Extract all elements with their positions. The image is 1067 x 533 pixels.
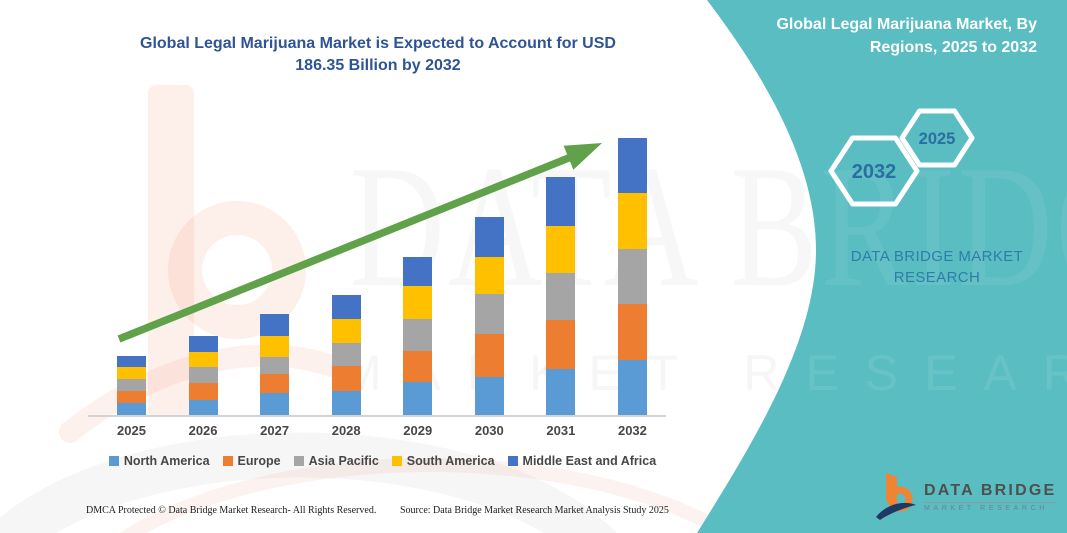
panel-title: Global Legal Marijuana Market, By Region… <box>776 16 1037 56</box>
bar-2027 <box>260 314 290 416</box>
legend-item-north-america: North America <box>108 454 210 468</box>
bar-2026 <box>188 335 218 416</box>
logo-title: DATA BRIDGE <box>924 482 1057 503</box>
bar-segment-2029-asia-pacific <box>403 318 433 351</box>
panel-brand-line1: DATA BRIDGE MARKET <box>850 248 1024 265</box>
company-logo: DATA BRIDGE MARKET RESEARCH <box>876 473 1057 521</box>
logo-b-icon <box>876 473 916 520</box>
legend-swatch <box>222 456 233 466</box>
x-axis-line <box>88 415 666 417</box>
bar-2030 <box>474 217 504 416</box>
bar-segment-2026-europe <box>188 382 218 401</box>
legend-swatch <box>108 456 119 466</box>
logo-text: DATA BRIDGE MARKET RESEARCH <box>924 482 1057 512</box>
bar-segment-2026-north-america <box>188 400 218 416</box>
bar-segment-2027-middle-east-and-africa <box>260 314 290 336</box>
bar-segment-2030-south-america <box>474 257 504 294</box>
legend-label: North America <box>123 454 210 468</box>
x-axis-label-2028: 2028 <box>331 423 361 438</box>
bar-2032 <box>617 138 647 416</box>
bar-segment-2028-south-america <box>331 319 361 343</box>
bar-segment-2027-south-america <box>260 335 290 357</box>
legend-swatch <box>507 456 518 466</box>
bar-segment-2031-asia-pacific <box>546 272 576 320</box>
bar-segment-2032-middle-east-and-africa <box>617 138 647 194</box>
bar-segment-2025-north-america <box>117 402 146 416</box>
hexagon-2025 <box>899 108 975 168</box>
x-axis-label-2031: 2031 <box>546 423 576 438</box>
x-axis-label-2026: 2026 <box>188 423 218 438</box>
side-panel-shape <box>697 0 1067 533</box>
bar-segment-2031-middle-east-and-africa <box>546 177 576 227</box>
bar-segment-2032-europe <box>617 303 647 361</box>
stacked-bar-chart <box>117 138 647 416</box>
bar-segment-2029-europe <box>403 351 433 382</box>
legend-label: Asia Pacific <box>308 454 379 468</box>
bar-2025 <box>117 355 146 416</box>
bar-2031 <box>546 177 576 416</box>
bar-segment-2031-north-america <box>546 368 576 416</box>
bar-segment-2025-middle-east-and-africa <box>117 355 146 368</box>
x-axis-label-2025: 2025 <box>117 423 146 438</box>
bar-2028 <box>331 295 361 416</box>
legend-label: Middle East and Africa <box>522 454 657 468</box>
bar-segment-2030-asia-pacific <box>474 293 504 334</box>
chart-title: Global Legal Marijuana Market is Expecte… <box>140 35 616 74</box>
bar-segment-2026-south-america <box>188 351 218 367</box>
legend-label: Europe <box>237 454 281 468</box>
panel-brand-text: DATA BRIDGE MARKET RESEARCH <box>812 246 1062 288</box>
hexagon-2032-label: 2032 <box>852 161 897 183</box>
x-axis-label-2027: 2027 <box>260 423 290 438</box>
bar-segment-2025-asia-pacific <box>117 378 146 392</box>
hexagon-badges: 2032 2025 <box>828 108 975 207</box>
bar-segment-2030-north-america <box>474 377 504 416</box>
bar-segment-2028-europe <box>331 365 361 391</box>
bar-segment-2031-south-america <box>546 226 576 273</box>
bar-segment-2031-europe <box>546 319 576 369</box>
bar-segment-2029-south-america <box>403 286 433 319</box>
hexagon-2032 <box>828 135 920 207</box>
x-axis-label-2030: 2030 <box>474 423 504 438</box>
bar-2029 <box>403 257 433 416</box>
legend-item-middle-east-and-africa: Middle East and Africa <box>507 454 657 468</box>
bar-segment-2030-europe <box>474 333 504 378</box>
legend-swatch <box>391 456 402 466</box>
bar-segment-2032-asia-pacific <box>617 248 647 304</box>
dmca-footer-text: DMCA Protected © Data Bridge Market Rese… <box>86 505 377 516</box>
bar-segment-2029-middle-east-and-africa <box>403 257 433 287</box>
swoosh-watermark <box>0 432 741 533</box>
bar-segment-2032-south-america <box>617 193 647 249</box>
logo-subtitle: MARKET RESEARCH <box>924 505 1048 512</box>
x-axis-labels: 2025 2026 2027 2028 2029 2030 2031 2032 <box>117 423 647 438</box>
chart-legend: North America Europe Asia Pacific South Ame… <box>90 454 675 468</box>
bar-segment-2028-north-america <box>331 390 361 416</box>
bar-segment-2032-north-america <box>617 360 647 416</box>
bar-segment-2028-asia-pacific <box>331 342 361 366</box>
x-axis-label-2032: 2032 <box>617 423 647 438</box>
panel-brand-line2: RESEARCH <box>893 269 981 286</box>
x-axis-label-2029: 2029 <box>403 423 433 438</box>
bar-segment-2027-north-america <box>260 393 290 416</box>
legend-label: South America <box>406 454 495 468</box>
hexagon-2025-label: 2025 <box>919 130 956 148</box>
bar-segment-2027-asia-pacific <box>260 356 290 375</box>
bar-segment-2026-middle-east-and-africa <box>188 335 218 352</box>
bar-segment-2027-europe <box>260 374 290 394</box>
legend-item-europe: Europe <box>222 454 281 468</box>
legend-item-asia-pacific: Asia Pacific <box>293 454 379 468</box>
legend-item-south-america: South America <box>391 454 495 468</box>
bar-segment-2025-europe <box>117 391 146 403</box>
market-research-watermark-on-panel: MARKET RESEARCH <box>340 345 1067 401</box>
bar-segment-2030-middle-east-and-africa <box>474 217 504 258</box>
bar-segment-2028-middle-east-and-africa <box>331 295 361 320</box>
bar-segment-2026-asia-pacific <box>188 366 218 383</box>
bar-segment-2029-north-america <box>403 382 433 416</box>
legend-swatch <box>293 456 304 466</box>
source-footer-text: Source: Data Bridge Market Research Mark… <box>400 505 669 516</box>
bar-segment-2025-south-america <box>117 367 146 379</box>
